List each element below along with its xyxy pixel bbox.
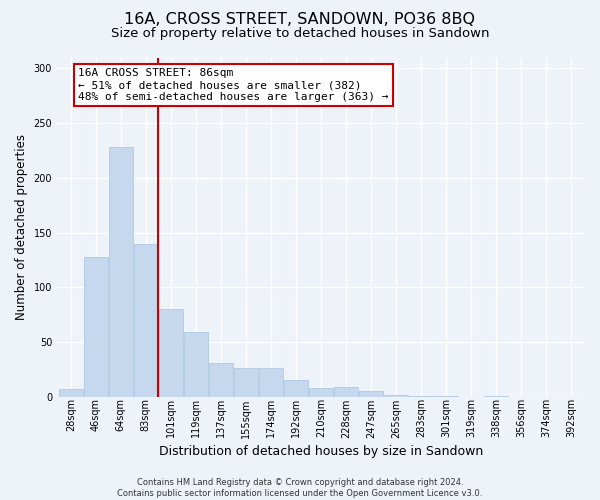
Text: Contains HM Land Registry data © Crown copyright and database right 2024.
Contai: Contains HM Land Registry data © Crown c… (118, 478, 482, 498)
Bar (384, 394, 408, 397)
Bar (59, 389, 83, 397)
Bar (84, 256, 108, 397)
Text: Size of property relative to detached houses in Sandown: Size of property relative to detached ho… (111, 28, 489, 40)
Bar (134, 244, 158, 397)
Y-axis label: Number of detached properties: Number of detached properties (15, 134, 28, 320)
Bar (234, 368, 258, 397)
Bar (184, 332, 208, 397)
Bar (309, 388, 333, 397)
Bar (284, 380, 308, 397)
Text: 16A CROSS STREET: 86sqm
← 51% of detached houses are smaller (382)
48% of semi-d: 16A CROSS STREET: 86sqm ← 51% of detache… (79, 68, 389, 102)
X-axis label: Distribution of detached houses by size in Sandown: Distribution of detached houses by size … (159, 444, 483, 458)
Bar (209, 363, 233, 397)
Bar (259, 368, 283, 397)
Bar (434, 396, 458, 397)
Text: 16A, CROSS STREET, SANDOWN, PO36 8BQ: 16A, CROSS STREET, SANDOWN, PO36 8BQ (125, 12, 476, 28)
Bar (334, 387, 358, 397)
Bar (359, 392, 383, 397)
Bar (109, 147, 133, 397)
Bar (159, 309, 183, 397)
Bar (409, 396, 433, 397)
Bar (484, 396, 508, 397)
